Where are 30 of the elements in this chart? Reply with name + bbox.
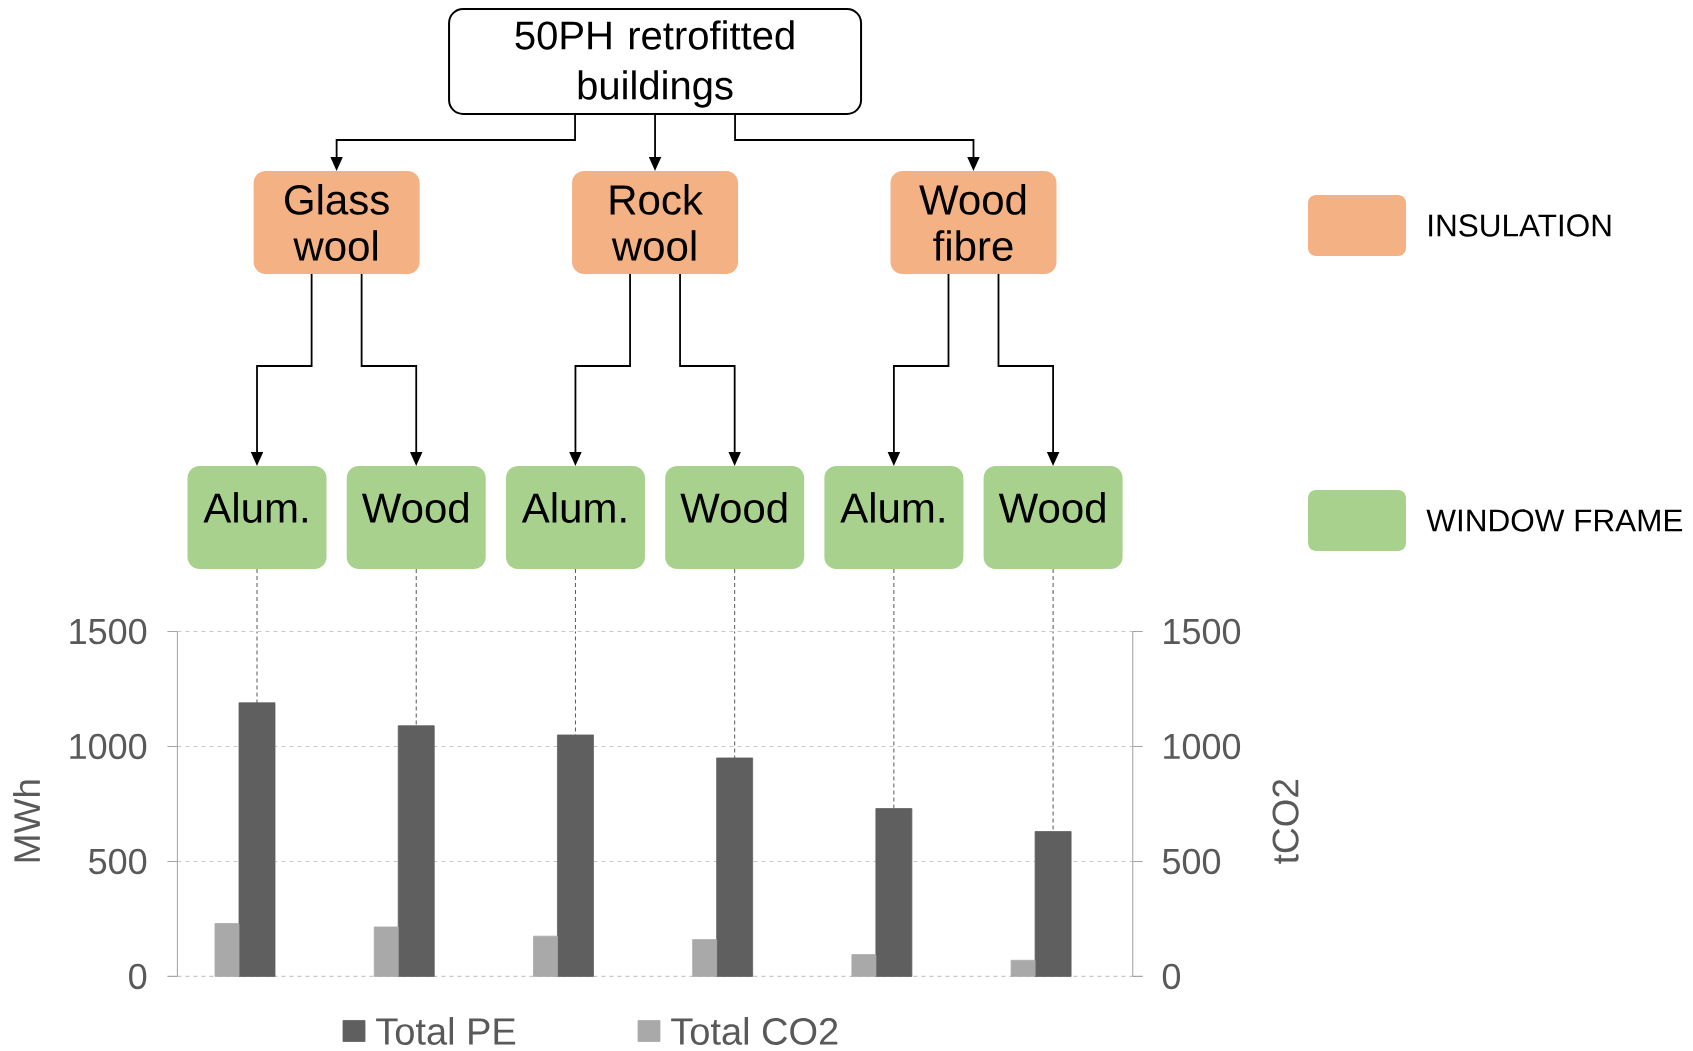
text: Glass wool: [285, 183, 389, 262]
y2-tick-label: 500: [1162, 848, 1221, 875]
bar: [214, 923, 240, 977]
y2-tick-label: 0: [1162, 963, 1181, 990]
y-tick-label: 1000: [70, 733, 147, 760]
text: Wood fibre: [919, 183, 1026, 262]
text: INSULATION: [1429, 214, 1611, 237]
x-tick-label: Alum.: [203, 492, 307, 523]
text: WINDOW FRAME: [1426, 509, 1683, 532]
x-tick-label: Wood: [998, 492, 1105, 523]
bar: [533, 935, 558, 977]
legend-label: Total PE: [376, 1017, 516, 1045]
y-axis-title: MWh: [13, 780, 40, 862]
x-tick-label: Wood: [361, 492, 468, 523]
chart-title: 50PH retrofitted buildings: [515, 20, 794, 108]
y-tick-label: 1500: [70, 618, 147, 645]
bar: [373, 926, 399, 977]
y-tick-label: 0: [129, 963, 147, 990]
y-tick-label: 500: [89, 848, 147, 875]
text: Rock wool: [610, 183, 703, 262]
y2-axis-title: tCO2: [1272, 779, 1299, 864]
bar: [692, 939, 718, 977]
legend-label: Total CO2: [671, 1017, 838, 1045]
x-tick-label: Alum.: [840, 492, 944, 523]
x-tick-label: Wood: [680, 492, 787, 523]
bar: [1010, 959, 1036, 977]
y2-tick-label: 1500: [1164, 618, 1241, 645]
y2-tick-label: 1000: [1164, 733, 1241, 760]
x-tick-label: Alum.: [521, 492, 626, 523]
bar: [851, 954, 877, 977]
